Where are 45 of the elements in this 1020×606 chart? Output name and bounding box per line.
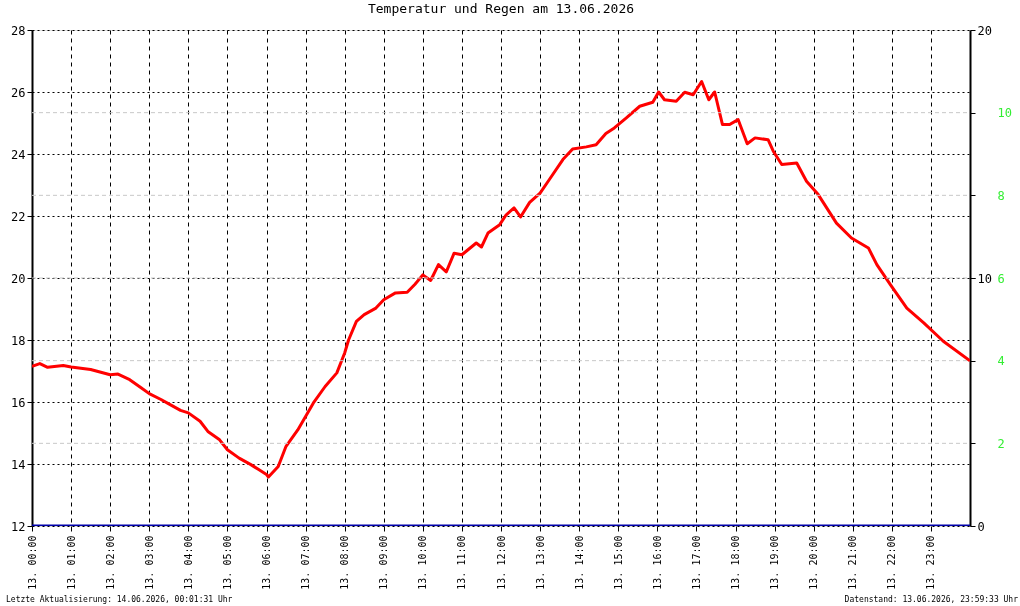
x-tick-label: 13. 17:00	[690, 535, 702, 590]
y-tick-label: 14	[11, 457, 26, 472]
x-tick-label: 13. 13:00	[534, 535, 546, 590]
y-tick-label: 12	[11, 519, 26, 534]
x-tick-label: 13. 06:00	[261, 535, 272, 590]
y-tick-label: 26	[11, 85, 26, 100]
x-tick-label: 13. 14:00	[573, 535, 585, 590]
line-series	[32, 79, 970, 479]
x-tick-label: 13. 23:00	[925, 535, 937, 590]
y-tick-label: 20	[11, 271, 26, 286]
text: Letzte Aktualisierung: 14.06.2026, 00:01:31 Uhr	[6, 595, 233, 604]
y-tick-label: 22	[11, 209, 26, 224]
y3-tick-label: 4	[997, 354, 1005, 369]
x-tick-label: 13. 16:00	[651, 535, 663, 590]
y3-tick-label: 6	[997, 271, 1005, 286]
x-tick-label: 13. 01:00	[65, 535, 77, 590]
y3-tick-label: 2	[997, 436, 1005, 451]
x-tick-label: 13. 15:00	[612, 535, 624, 590]
x-tick-label: 13. 03:00	[143, 535, 155, 590]
x-tick-label: 13. 21:00	[847, 535, 859, 590]
x-tick-label: 13. 00:00	[26, 535, 38, 590]
y2-tick-label: 20	[977, 23, 992, 38]
y3-tick-label: 10	[997, 106, 1012, 121]
x-tick-label: 13. 05:00	[221, 535, 233, 590]
x-tick-label: 13. 09:00	[378, 535, 390, 590]
y-tick-label: 16	[11, 395, 26, 410]
x-tick-label: 13. 20:00	[808, 535, 820, 590]
x-tick-label: 13. 10:00	[417, 535, 429, 590]
y-tick-label: 24	[11, 147, 26, 162]
y-tick-label: 18	[11, 333, 26, 348]
chart-title: Temperatur und Regen am 13.06.2026	[367, 1, 635, 16]
x-tick-label: 13. 08:00	[339, 535, 351, 590]
y2-tick-label: 0	[977, 519, 985, 534]
y2-tick-label: 10	[977, 271, 992, 286]
y-tick-label: 28	[11, 23, 26, 38]
x-tick-label: 13. 04:00	[182, 535, 194, 590]
x-tick-label: 13. 22:00	[886, 535, 898, 590]
x-tick-label: 13. 11:00	[456, 535, 468, 590]
y3-tick-label: 8	[997, 188, 1005, 203]
x-tick-label: 13. 18:00	[730, 535, 741, 590]
x-tick-label: 13. 02:00	[104, 535, 116, 590]
x-tick-label: 13. 12:00	[495, 535, 507, 590]
x-tick-label: 13. 07:00	[300, 535, 312, 590]
x-tick-label: 13. 19:00	[769, 535, 781, 590]
text: Datenstand: 13.06.2026, 23:59:33 Uhr	[844, 595, 1019, 604]
